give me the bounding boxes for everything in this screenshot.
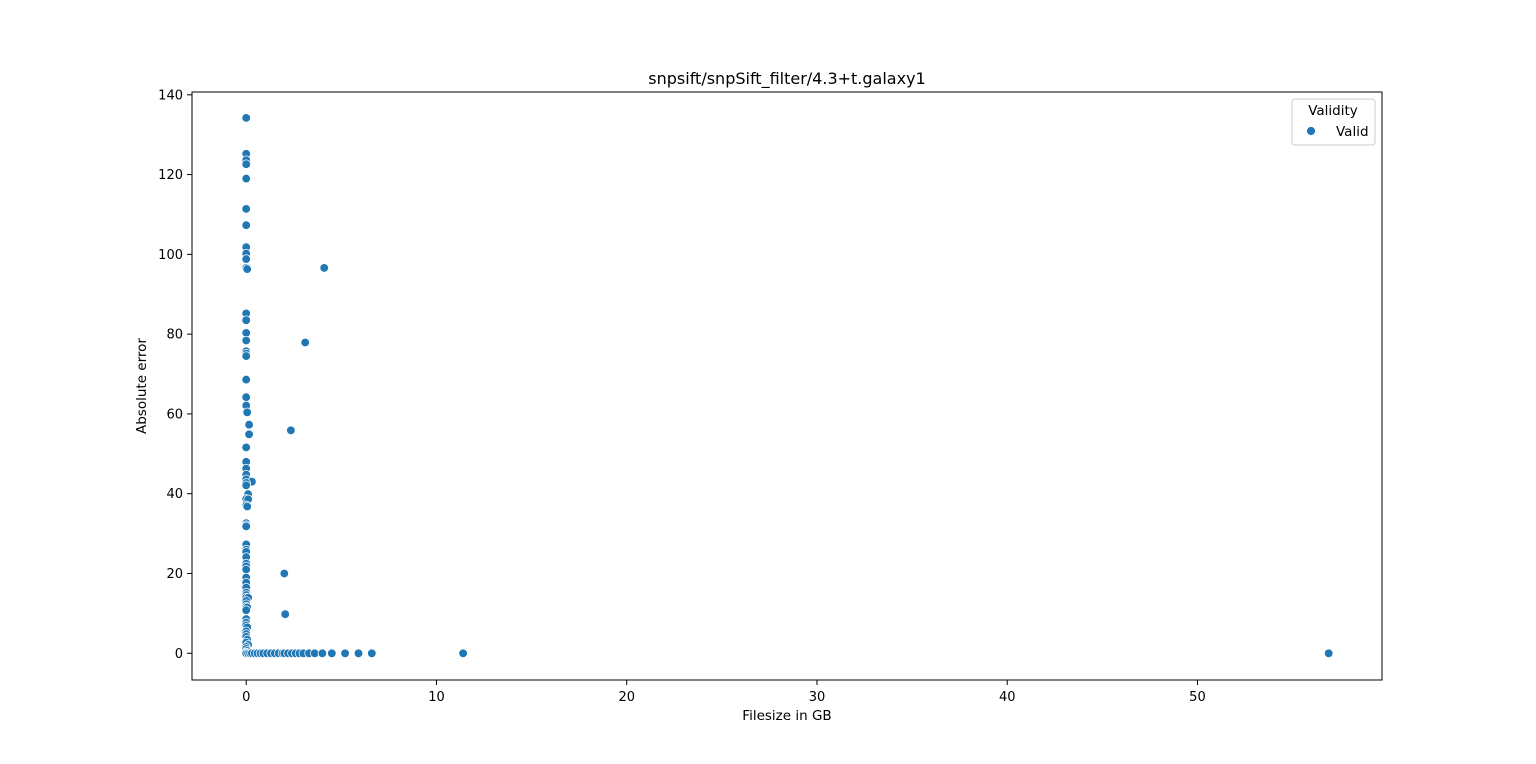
x-axis: 0 10 20 30 40 50: [242, 680, 1206, 705]
data-point: [319, 263, 329, 273]
data-point: [279, 568, 289, 579]
y-tick-label: 60: [166, 407, 183, 422]
x-tick-label: 30: [809, 690, 826, 705]
data-point: [241, 254, 251, 264]
y-tick-label: 120: [158, 168, 183, 183]
data-point: [241, 605, 251, 615]
data-point: [242, 501, 252, 512]
x-axis-label: Filesize in GB: [742, 708, 831, 724]
data-point: [244, 429, 254, 439]
x-tick-label: 20: [618, 690, 635, 705]
data-point: [286, 425, 296, 435]
legend-entry-valid: Valid: [1336, 124, 1369, 140]
data-point: [1324, 648, 1334, 658]
y-tick-label: 40: [166, 487, 183, 502]
data-point: [317, 648, 327, 658]
data-point: [353, 648, 364, 658]
y-tick-label: 100: [158, 248, 183, 263]
y-tick-label: 80: [166, 328, 183, 343]
data-point: [241, 315, 251, 325]
y-tick-label: 20: [166, 567, 183, 582]
data-point: [241, 374, 251, 385]
x-tick-label: 10: [428, 690, 445, 705]
data-point: [241, 392, 251, 402]
data-point: [241, 159, 251, 169]
x-tick-label: 0: [242, 690, 250, 705]
data-point: [244, 420, 254, 430]
y-tick-label: 140: [158, 88, 183, 103]
data-point: [241, 351, 251, 361]
data-point: [340, 648, 350, 658]
data-point: [280, 609, 290, 619]
data-point: [241, 564, 251, 575]
legend: Validity Valid: [1291, 98, 1376, 146]
data-point: [241, 442, 251, 453]
data-point: [458, 648, 468, 658]
x-tick-label: 50: [1189, 690, 1206, 705]
x-tick-label: 40: [999, 690, 1016, 705]
y-axis-label: Absolute error: [134, 338, 150, 434]
data-point: [242, 264, 252, 274]
y-tick-label: 0: [175, 647, 183, 662]
legend-marker-valid: [1306, 126, 1316, 136]
points-layer: [241, 113, 1334, 658]
data-point: [241, 113, 251, 123]
data-point: [241, 204, 251, 214]
data-point: [241, 480, 251, 490]
data-point: [367, 648, 377, 658]
legend-title: Validity: [1308, 103, 1358, 119]
data-point: [242, 407, 252, 417]
plot-frame: [191, 91, 1383, 681]
data-point: [241, 521, 251, 532]
data-point: [327, 648, 337, 658]
y-axis: 0 20 40 60 80 100 120 140: [158, 88, 192, 662]
chart-title: snpsift/snpSift_filter/4.3+t.galaxy1: [648, 69, 925, 89]
data-point: [300, 337, 310, 348]
data-point: [241, 173, 251, 184]
data-point: [241, 220, 251, 230]
data-point: [241, 335, 251, 346]
